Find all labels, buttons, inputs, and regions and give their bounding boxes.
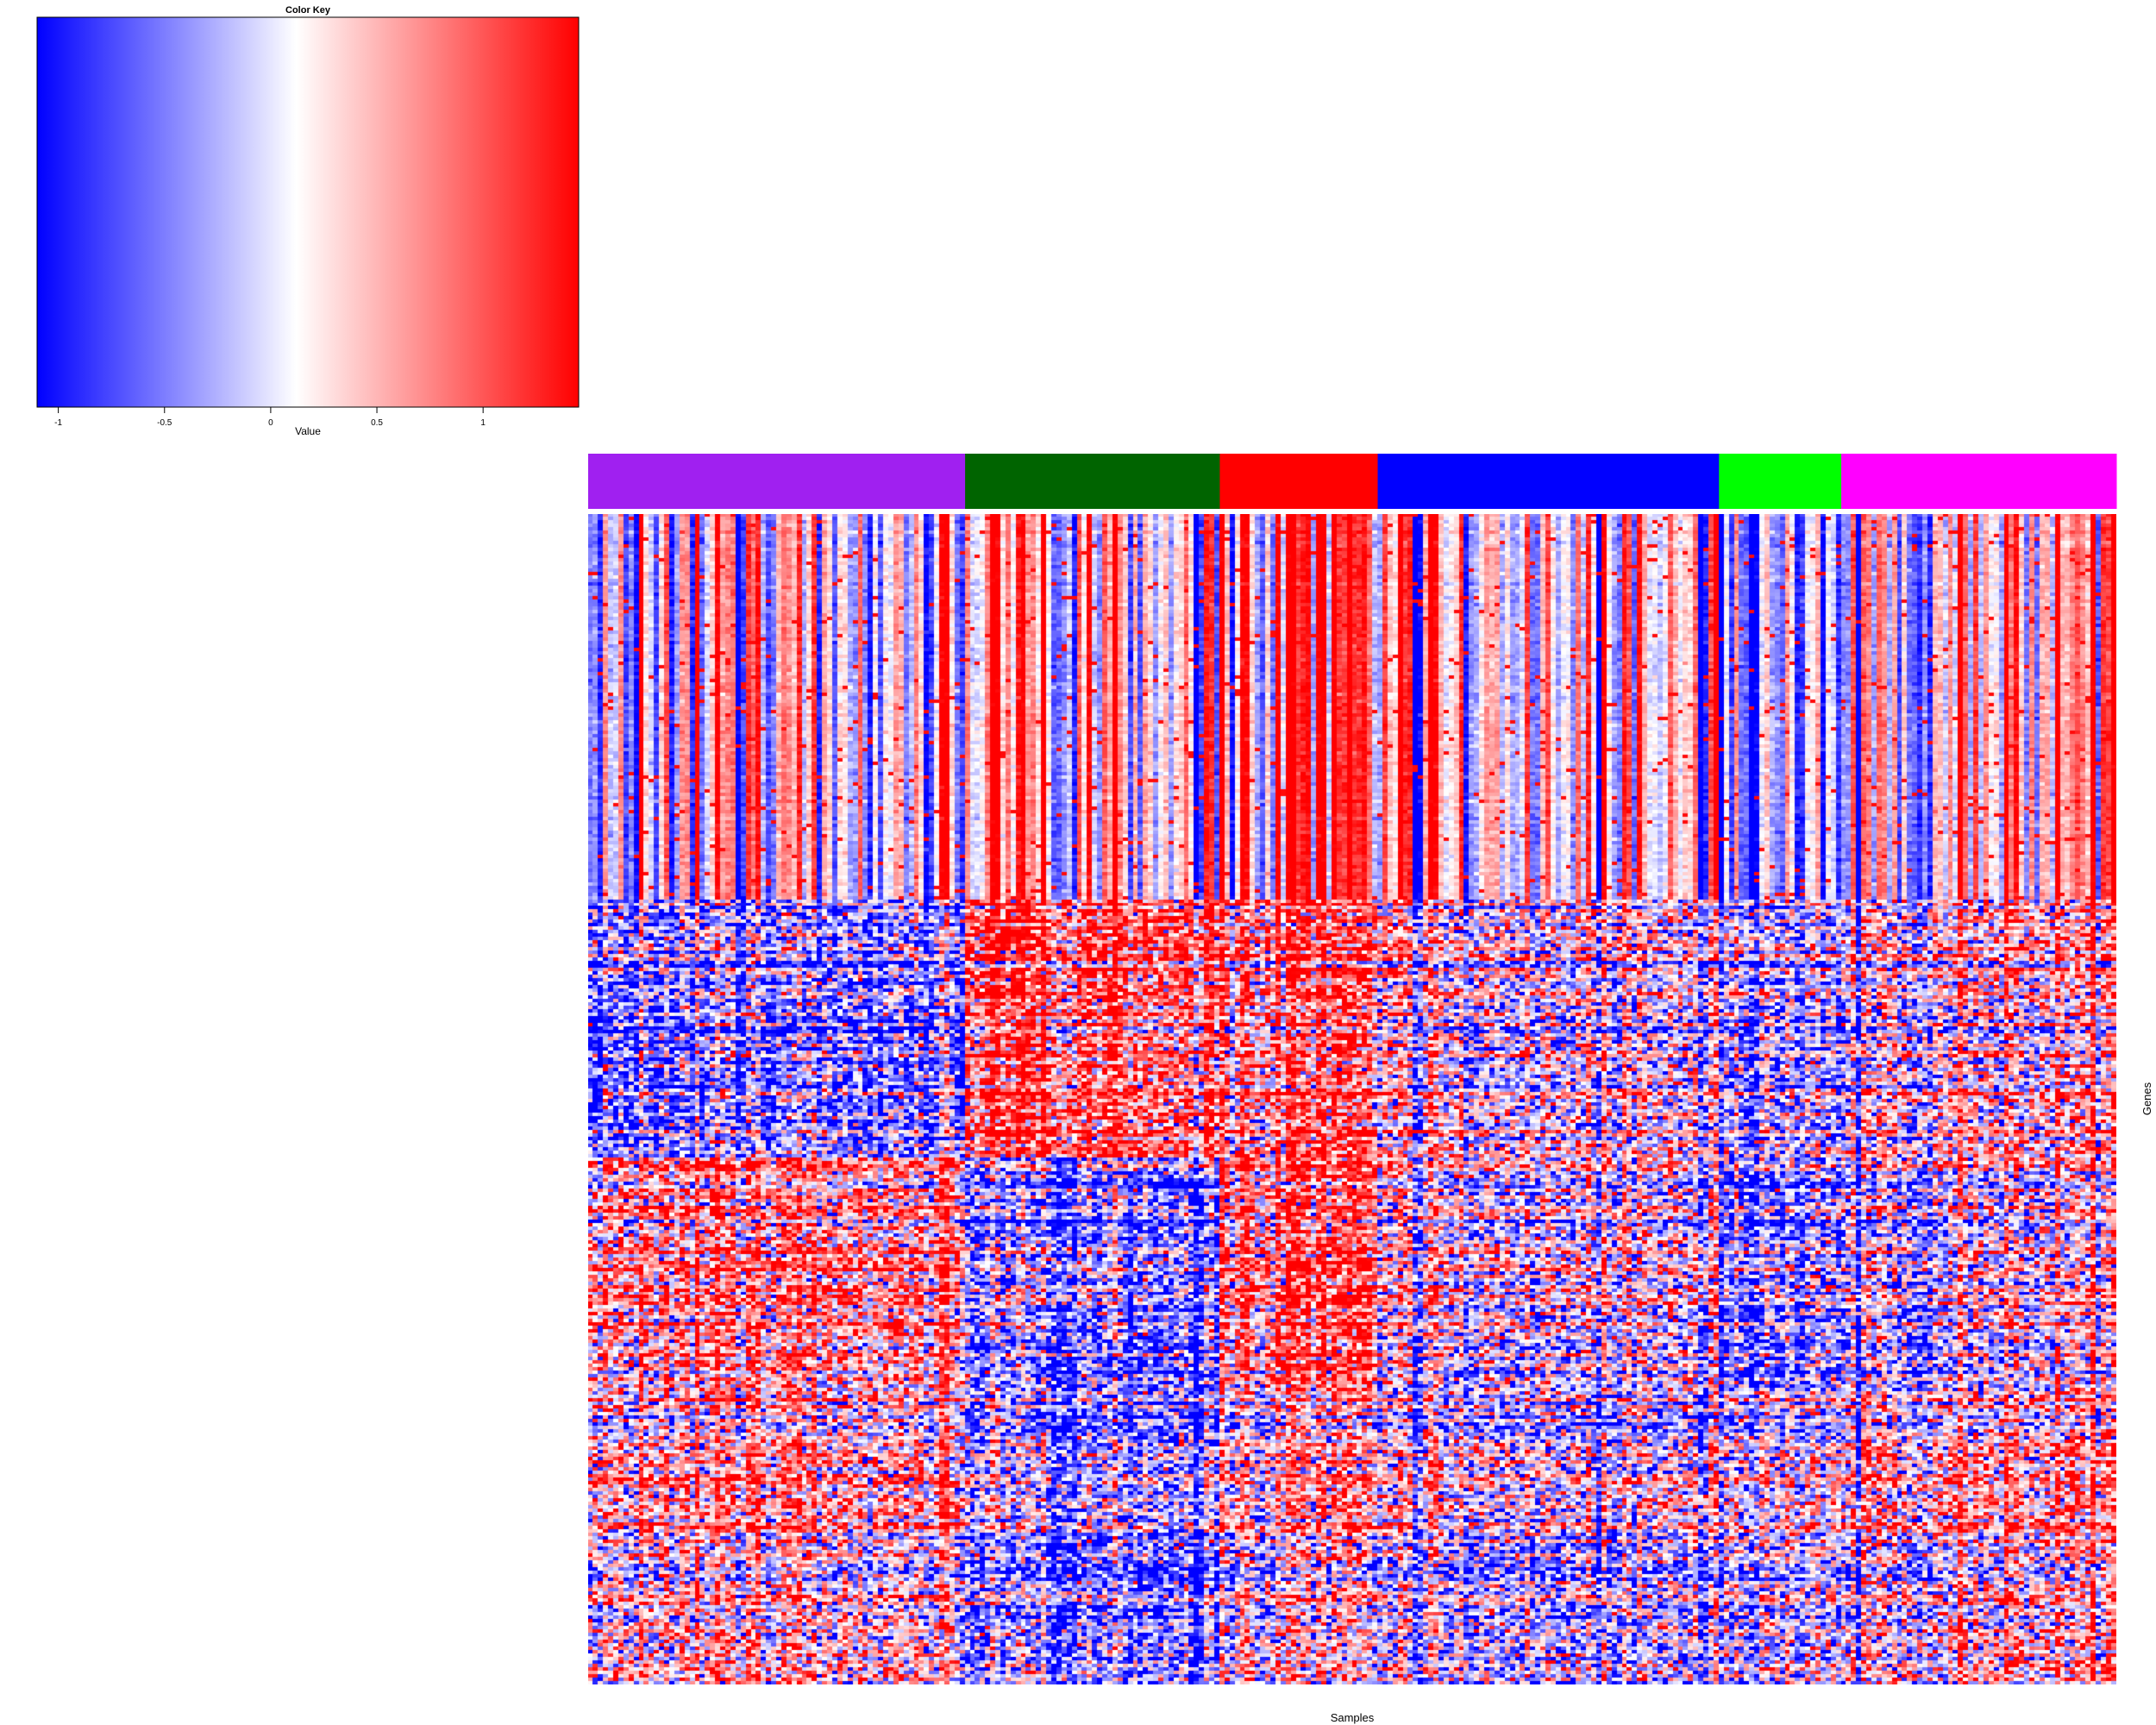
sample-group-2	[965, 454, 1220, 509]
sample-group-5	[1719, 454, 1842, 509]
color-key-tick-label: 0.5	[371, 418, 383, 428]
heatmap-matrix	[588, 514, 2116, 1684]
color-key-gradient-bar	[36, 16, 580, 408]
color-key-tick-label: -1	[54, 418, 62, 428]
y-axis-label: Genes	[2140, 1082, 2153, 1115]
color-key-tick-label: 0	[268, 418, 273, 428]
sample-group-3	[1219, 454, 1379, 509]
color-key-tick-label: -0.5	[157, 418, 172, 428]
color-key-tick-label: 1	[480, 418, 486, 428]
x-axis-label: Samples	[1331, 1711, 1375, 1724]
color-key-title: Color Key	[285, 5, 331, 16]
color-key-xlabel: Value	[295, 425, 321, 437]
color-key-axis: -1 -0.5 0 0.5 1	[54, 407, 486, 428]
sample-group-1	[588, 454, 966, 509]
color-key: Color Key -1 -0.5 0 0.5 1 Value	[36, 5, 580, 437]
sample-group-6	[1841, 454, 2117, 509]
sample-group-color-bar	[588, 454, 2117, 509]
sample-group-4	[1377, 454, 1720, 509]
